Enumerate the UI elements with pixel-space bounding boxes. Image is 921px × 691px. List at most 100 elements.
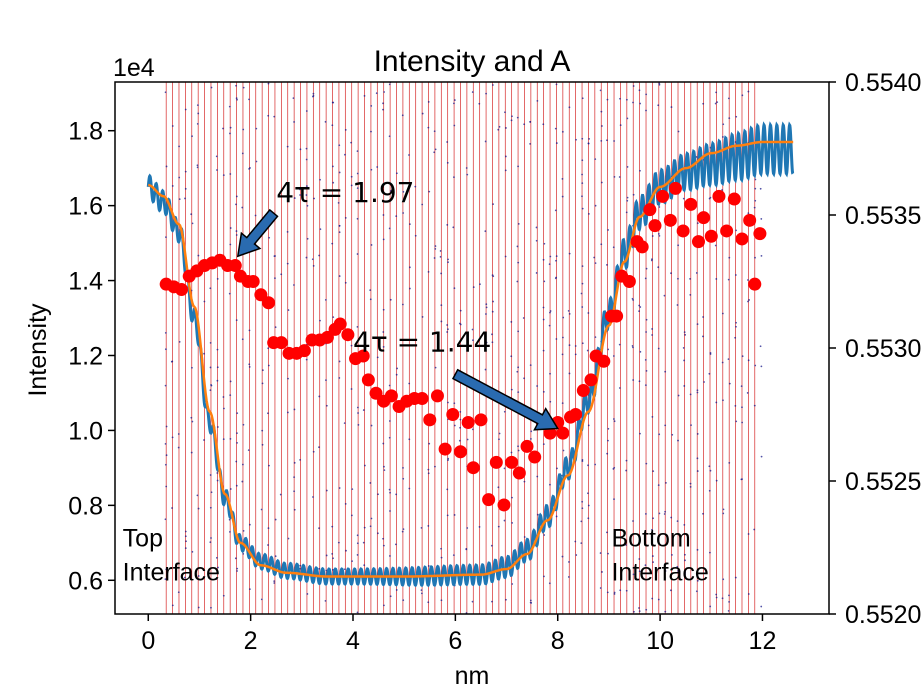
noise-point: [517, 165, 519, 168]
noise-point: [529, 142, 531, 145]
noise-point: [338, 360, 341, 363]
noise-point: [715, 278, 718, 280]
noise-point: [447, 261, 449, 264]
noise-point: [388, 384, 391, 387]
noise-point: [356, 187, 359, 190]
noise-point: [369, 289, 372, 292]
noise-point: [420, 592, 423, 595]
noise-point: [184, 547, 187, 550]
noise-point: [229, 173, 232, 175]
noise-point: [440, 320, 443, 323]
noise-point: [658, 512, 661, 515]
noise-point: [338, 487, 341, 489]
noise-point: [260, 508, 263, 511]
noise-point: [613, 418, 615, 420]
noise-point: [581, 458, 584, 461]
marker-point: [341, 328, 355, 342]
noise-point: [714, 102, 717, 105]
noise-point: [433, 130, 436, 133]
noise-point: [293, 284, 295, 286]
noise-point: [242, 128, 245, 131]
noise-point: [658, 82, 661, 85]
noise-point: [331, 242, 334, 245]
noise-point: [222, 127, 224, 130]
noise-point: [536, 513, 539, 516]
noise-point: [549, 310, 552, 312]
marker-point: [356, 349, 370, 363]
noise-point: [561, 555, 564, 558]
marker-point: [743, 213, 757, 227]
noise-point: [594, 262, 597, 265]
noise-point: [695, 590, 698, 593]
marker-point: [684, 197, 698, 211]
noise-point: [638, 304, 641, 307]
noise-point: [343, 422, 346, 425]
noise-point: [632, 101, 634, 104]
noise-point: [754, 178, 757, 181]
noise-point: [567, 576, 570, 578]
noise-point: [433, 151, 436, 154]
noise-point: [735, 420, 738, 423]
noise-point: [229, 126, 232, 129]
noise-point: [274, 555, 277, 558]
noise-point: [703, 381, 705, 383]
noise-point: [664, 510, 667, 513]
noise-point: [408, 487, 411, 490]
noise-point: [331, 552, 334, 555]
noise-point: [338, 275, 341, 277]
noise-point: [362, 409, 365, 411]
noise-point: [696, 457, 699, 460]
noise-point: [645, 608, 648, 611]
noise-point: [389, 510, 391, 512]
noise-point: [217, 566, 219, 569]
noise-point: [401, 114, 404, 117]
y2-tick-label: 0.5540: [845, 69, 921, 97]
noise-point: [715, 91, 718, 94]
noise-point: [209, 389, 212, 392]
noise-point: [639, 169, 641, 172]
noise-point: [645, 462, 648, 465]
noise-point: [440, 272, 443, 275]
noise-point: [612, 246, 615, 249]
noise-point: [242, 423, 245, 426]
noise-point: [601, 125, 603, 127]
noise-point: [715, 593, 718, 596]
noise-point: [184, 108, 187, 111]
noise-point: [594, 158, 597, 161]
noise-point: [587, 517, 590, 520]
noise-point: [567, 310, 570, 312]
noise-point: [632, 379, 635, 381]
x-tick-label: 12: [749, 627, 777, 655]
noise-point: [362, 541, 365, 544]
noise-point: [638, 89, 641, 92]
noise-point: [396, 367, 399, 370]
noise-point: [261, 369, 264, 372]
x-tick-label: 8: [551, 627, 565, 655]
noise-point: [447, 459, 449, 462]
noise-point: [581, 507, 584, 510]
noise-point: [184, 197, 186, 200]
noise-point: [331, 568, 334, 571]
noise-point: [728, 600, 730, 603]
noise-point: [357, 412, 359, 414]
marker-point: [576, 384, 590, 398]
noise-point: [286, 195, 289, 198]
noise-point: [657, 233, 660, 235]
noise-point: [581, 282, 584, 285]
noise-point: [626, 196, 629, 199]
marker-point: [446, 408, 460, 421]
noise-point: [185, 540, 187, 543]
y-axis-left: 0.6 0.8 1.0 1.2 1.4 1.6 1.8: [68, 118, 115, 595]
marker-point: [610, 309, 624, 323]
noise-point: [305, 194, 308, 196]
x-axis-label: nm: [455, 662, 490, 690]
noise-point: [446, 331, 449, 333]
noise-point: [209, 541, 212, 544]
noise-point: [229, 394, 232, 397]
noise-point: [184, 170, 187, 173]
noise-point: [305, 158, 308, 161]
marker-point: [505, 455, 519, 469]
noise-point: [542, 443, 545, 446]
noise-point: [747, 533, 750, 535]
